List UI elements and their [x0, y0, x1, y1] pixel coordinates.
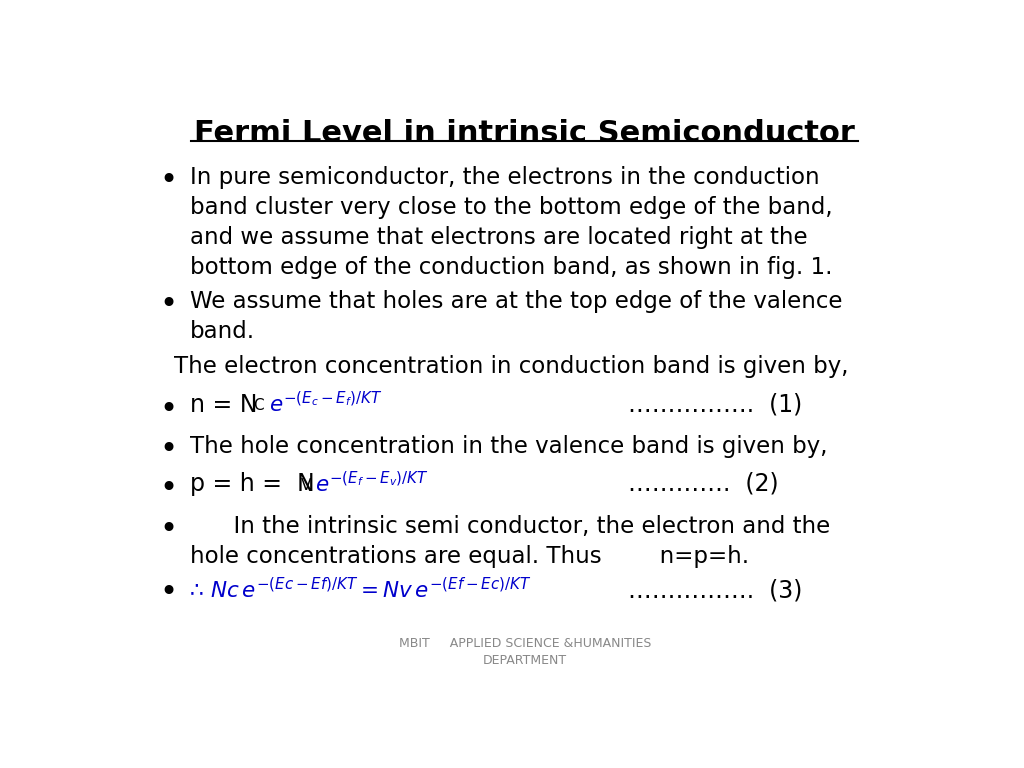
Text: •: •: [160, 474, 178, 502]
Text: The hole concentration in the valence band is given by,: The hole concentration in the valence ba…: [189, 435, 827, 458]
Text: •: •: [160, 435, 178, 464]
Text: MBIT     APPLIED SCIENCE &HUMANITIES
DEPARTMENT: MBIT APPLIED SCIENCE &HUMANITIES DEPARTM…: [398, 637, 651, 667]
Text: C: C: [253, 399, 264, 413]
Text: In the intrinsic semi conductor, the electron and the
hole concentrations are eq: In the intrinsic semi conductor, the ele…: [189, 515, 830, 568]
Text: •: •: [160, 395, 178, 424]
Text: •: •: [160, 578, 178, 607]
Text: n = N: n = N: [189, 392, 257, 416]
Text: The electron concentration in conduction band is given by,: The electron concentration in conduction…: [174, 356, 849, 379]
Text: …………….  (3): ……………. (3): [628, 578, 803, 602]
Text: In pure semiconductor, the electrons in the conduction
band cluster very close t: In pure semiconductor, the electrons in …: [189, 166, 833, 279]
Text: Fermi Level in intrinsic Semiconductor: Fermi Level in intrinsic Semiconductor: [195, 119, 855, 147]
Text: •: •: [160, 290, 178, 319]
Text: $e^{-(E_c-E_f)/KT}$: $e^{-(E_c-E_f)/KT}$: [269, 391, 383, 416]
Text: $e^{-(E_f-E_v)/KT}$: $e^{-(E_f-E_v)/KT}$: [315, 471, 429, 496]
Text: V: V: [301, 478, 311, 493]
Text: •: •: [160, 166, 178, 195]
Text: $\therefore\, Nc\, e^{-(Ec-Ef)/KT} = Nv\, e^{-(Ef-Ec)/KT}$: $\therefore\, Nc\, e^{-(Ec-Ef)/KT} = Nv\…: [185, 577, 531, 602]
Text: …………….  (1): ……………. (1): [628, 392, 802, 416]
Text: •: •: [160, 515, 178, 544]
Text: p = h =  N: p = h = N: [189, 472, 314, 496]
Text: ………….  (2): …………. (2): [628, 472, 778, 496]
Text: We assume that holes are at the top edge of the valence
band.: We assume that holes are at the top edge…: [189, 290, 843, 343]
